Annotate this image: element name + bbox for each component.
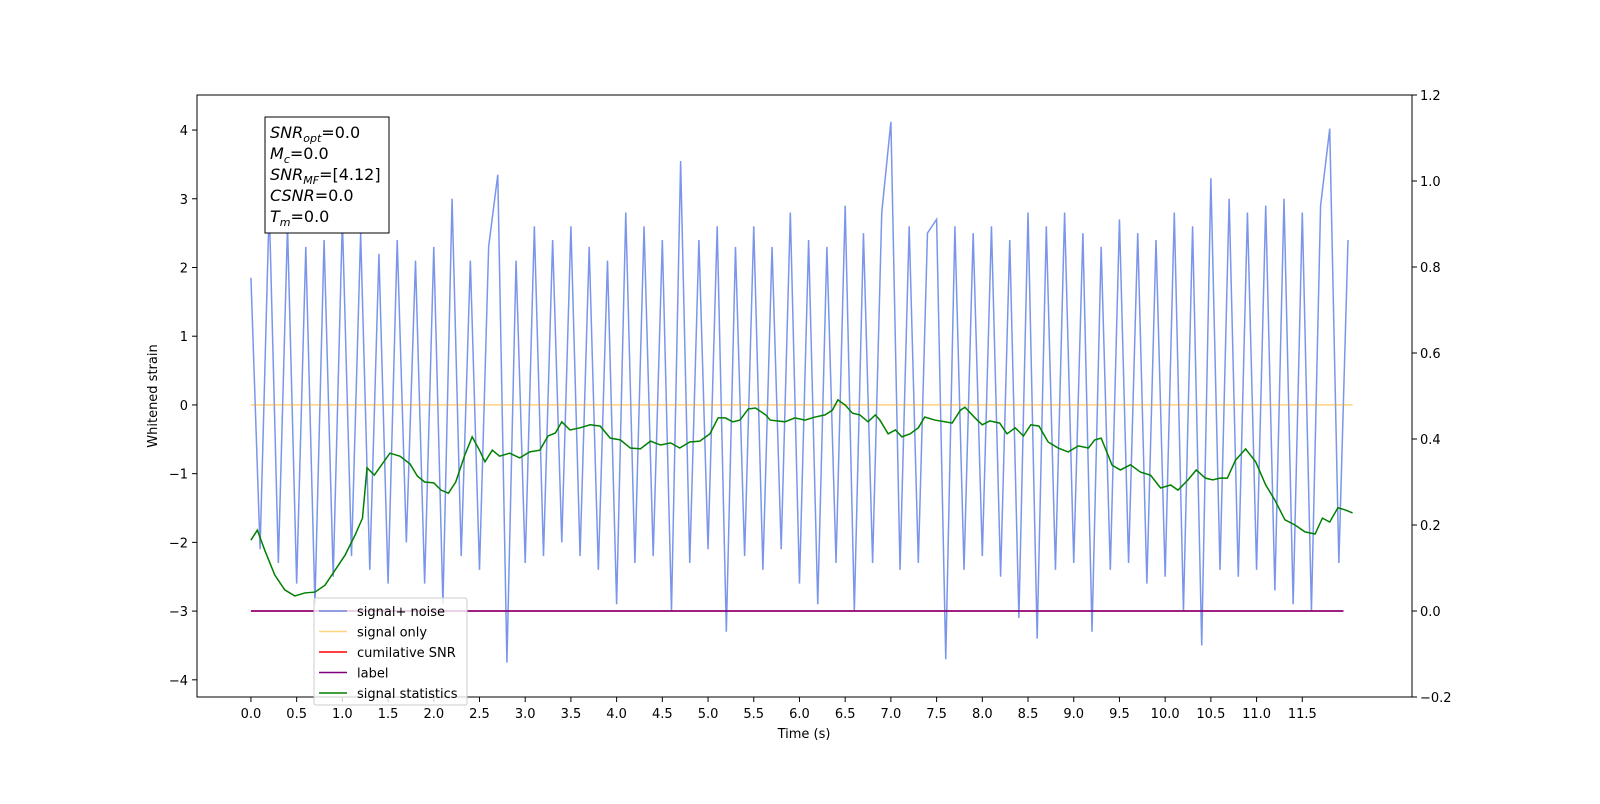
- x-tick-label: 3.0: [515, 707, 536, 722]
- x-tick-label: 5.5: [743, 707, 764, 722]
- annotation-symbol: SNR: [270, 123, 303, 142]
- y-tick-label: 0: [180, 399, 188, 414]
- annotation-line: SNRopt=0.0: [270, 123, 360, 145]
- annotation-subscript: m: [280, 216, 291, 229]
- series-line: [250, 121, 1349, 663]
- annotation-value: =0.0: [321, 123, 360, 142]
- annotation-symbol: SNR: [270, 165, 303, 184]
- annotation-value: =[4.12]: [319, 165, 381, 184]
- legend-label: signal statistics: [357, 687, 458, 702]
- y-tick-label: 3: [180, 193, 188, 208]
- annotation-line: Tm=0.0: [270, 207, 329, 229]
- annotation-subscript: MF: [303, 174, 319, 187]
- y2-tick-label: −0.2: [1420, 691, 1452, 706]
- x-tick-label: 2.0: [423, 707, 444, 722]
- annotation-value: =0.0: [291, 207, 330, 226]
- y2-tick-label: 0.0: [1420, 605, 1441, 620]
- legend-label: signal only: [357, 626, 427, 641]
- y2-tick-label: 1.2: [1420, 89, 1441, 104]
- y-tick-label: −4: [169, 674, 188, 689]
- annotation-line: Mc=0.0: [270, 144, 329, 166]
- y-tick-label: −3: [169, 605, 188, 620]
- y2-tick-label: 0.2: [1420, 519, 1441, 534]
- legend-box: [313, 597, 468, 706]
- y2-tick-label: 0.4: [1420, 433, 1441, 448]
- x-tick-label: 10.5: [1196, 707, 1225, 722]
- annotation-line: SNRMF=[4.12]: [270, 165, 381, 187]
- x-tick-label: 9.0: [1063, 707, 1084, 722]
- annotation-value: =0.0: [290, 144, 329, 163]
- x-tick-label: 5.0: [698, 707, 719, 722]
- x-tick-label: 8.5: [1018, 707, 1039, 722]
- annotation-subscript: opt: [303, 132, 322, 145]
- x-tick-label: 3.5: [561, 707, 582, 722]
- x-tick-label: 0.0: [241, 707, 262, 722]
- y-tick-label: 1: [180, 330, 188, 345]
- x-tick-label: 6.5: [835, 707, 856, 722]
- x-tick-label: 4.0: [606, 707, 627, 722]
- series-line: [250, 398, 1353, 597]
- y2-tick-label: 0.6: [1420, 347, 1441, 362]
- annotation-symbol: CSNR: [270, 186, 315, 205]
- annotation-symbol: T: [270, 207, 281, 226]
- y-tick-label: −1: [169, 468, 188, 483]
- y-tick-label: −2: [169, 536, 188, 551]
- legend-label: signal+ noise: [357, 605, 445, 620]
- x-tick-label: 0.5: [286, 707, 307, 722]
- legend-label: label: [357, 667, 388, 682]
- x-tick-label: 9.5: [1109, 707, 1130, 722]
- x-tick-label: 8.0: [972, 707, 993, 722]
- y2-tick-label: 0.8: [1420, 261, 1441, 276]
- x-tick-label: 7.0: [881, 707, 902, 722]
- y-tick-label: 4: [180, 124, 188, 139]
- legend-label: cumilative SNR: [357, 646, 456, 661]
- x-tick-label: 11.0: [1242, 707, 1271, 722]
- x-tick-label: 10.0: [1151, 707, 1180, 722]
- x-tick-label: 2.5: [469, 707, 490, 722]
- x-tick-label: 7.5: [926, 707, 947, 722]
- x-tick-label: 1.0: [332, 707, 353, 722]
- x-tick-label: 6.0: [789, 707, 810, 722]
- annotation-box: [264, 116, 390, 234]
- x-tick-label: 4.5: [652, 707, 673, 722]
- y2-tick-label: 1.0: [1420, 175, 1441, 190]
- annotation-symbol: M: [270, 144, 284, 163]
- annotation-subscript: c: [284, 153, 290, 166]
- y-axis-label: Whitened strain: [146, 344, 161, 447]
- x-tick-label: 1.5: [378, 707, 399, 722]
- x-axis-label: Time (s): [777, 727, 831, 742]
- axes-frame: [196, 94, 1413, 698]
- x-tick-label: 11.5: [1288, 707, 1317, 722]
- y-tick-label: 2: [180, 261, 188, 276]
- annotation-line: CSNR=0.0: [270, 186, 354, 205]
- annotation-value: =0.0: [315, 186, 354, 205]
